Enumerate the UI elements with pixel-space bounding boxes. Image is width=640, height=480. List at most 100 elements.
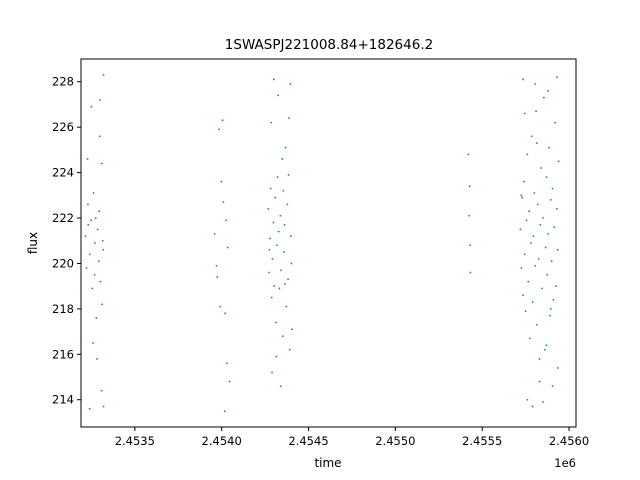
data-point	[556, 248, 559, 251]
data-point	[88, 253, 91, 256]
data-point	[291, 328, 293, 331]
y-tick-label: 216	[52, 347, 74, 361]
data-point	[270, 296, 273, 299]
data-point	[545, 176, 548, 179]
data-point	[92, 192, 95, 194]
x-axis-label: time	[314, 456, 341, 470]
data-point	[555, 76, 558, 79]
data-point	[468, 185, 471, 188]
data-point	[97, 260, 100, 263]
x-axis-offset-label: 1e6	[554, 456, 576, 470]
data-point	[534, 264, 537, 267]
data-point	[528, 210, 531, 213]
data-point	[286, 203, 289, 206]
data-point	[100, 162, 103, 165]
data-point	[87, 223, 90, 226]
data-point	[525, 219, 528, 222]
data-point	[222, 201, 225, 204]
data-point	[539, 223, 542, 226]
data-point	[98, 135, 101, 138]
data-point	[557, 160, 560, 163]
y-tick-label: 222	[52, 211, 74, 225]
data-point	[269, 187, 272, 190]
data-point	[537, 258, 540, 260]
data-point	[536, 142, 538, 144]
y-tick-label: 214	[52, 393, 74, 407]
data-point	[102, 405, 105, 408]
data-point	[102, 248, 105, 251]
data-point	[225, 219, 227, 222]
data-point	[220, 180, 223, 183]
data-point	[538, 380, 541, 383]
data-point	[549, 198, 552, 201]
data-point	[284, 146, 287, 149]
x-tick-label: 2.4550	[375, 434, 415, 448]
data-point	[469, 271, 472, 274]
data-point	[531, 405, 534, 408]
data-point	[272, 78, 275, 81]
data-point	[101, 239, 104, 242]
data-point	[228, 380, 231, 383]
data-point	[279, 214, 282, 217]
data-point	[96, 228, 99, 231]
data-point	[276, 176, 279, 179]
data-point	[545, 344, 548, 347]
data-point	[536, 203, 539, 206]
data-point	[274, 321, 277, 324]
data-point	[87, 203, 89, 206]
y-tick-label: 228	[52, 75, 74, 89]
data-point	[216, 276, 219, 278]
data-point	[271, 371, 273, 374]
data-point	[526, 153, 529, 156]
data-point	[533, 192, 536, 194]
data-point	[219, 305, 222, 308]
y-tick-label: 226	[52, 120, 74, 134]
data-point	[289, 83, 292, 85]
data-point	[267, 208, 270, 210]
data-point	[542, 217, 544, 219]
data-point	[101, 303, 104, 306]
x-tick-label: 2.4560	[549, 434, 589, 448]
data-point	[526, 398, 529, 401]
data-point	[224, 312, 227, 315]
data-point	[287, 278, 289, 281]
data-point	[215, 264, 218, 267]
plot-area	[80, 58, 577, 428]
data-point	[92, 342, 95, 344]
data-point	[273, 285, 276, 288]
data-point	[552, 298, 555, 301]
data-point	[223, 410, 226, 412]
data-point	[536, 323, 538, 326]
data-point	[555, 285, 557, 288]
data-point	[522, 294, 524, 297]
x-tick-label: 2.4535	[115, 434, 155, 448]
y-axis-label: flux	[26, 232, 40, 254]
data-point	[288, 348, 291, 351]
data-point	[542, 401, 544, 403]
data-point	[94, 217, 97, 219]
data-point	[530, 135, 533, 138]
data-point	[275, 355, 278, 358]
data-point	[542, 96, 545, 99]
data-point	[529, 242, 532, 244]
data-point	[287, 173, 290, 176]
data-point	[282, 251, 285, 253]
data-point	[281, 158, 284, 160]
data-point	[535, 110, 537, 113]
data-point	[276, 244, 278, 247]
data-point	[285, 305, 288, 308]
data-point	[468, 214, 471, 217]
data-point	[519, 228, 522, 231]
data-point	[522, 180, 525, 183]
data-point	[221, 119, 224, 122]
data-point	[279, 385, 282, 388]
y-tick-label: 218	[52, 302, 74, 316]
y-tick-label: 220	[52, 256, 74, 270]
data-point	[540, 167, 543, 169]
data-point	[529, 337, 531, 340]
data-points	[84, 74, 560, 412]
data-point	[99, 280, 102, 283]
data-point	[226, 246, 229, 249]
data-point	[288, 117, 290, 119]
data-point	[100, 389, 103, 392]
